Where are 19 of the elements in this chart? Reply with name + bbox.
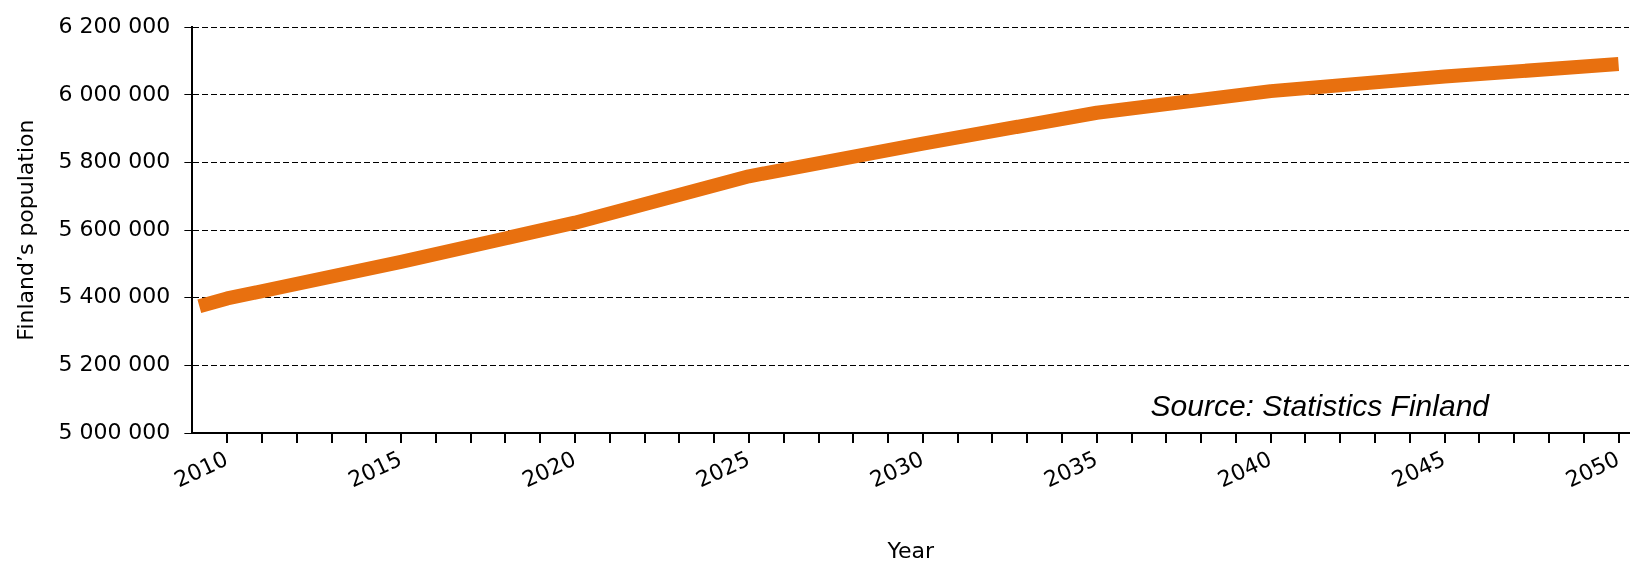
x-tick-label: 2045 bbox=[1387, 446, 1450, 493]
x-tick-label: 2050 bbox=[1561, 446, 1624, 493]
x-tick-label: 2030 bbox=[866, 446, 928, 493]
x-tick-label: 2040 bbox=[1213, 446, 1276, 493]
x-axis-title: Year bbox=[886, 537, 935, 563]
x-tick-label: 2020 bbox=[518, 446, 580, 493]
y-tick-label: 5 600 000 bbox=[58, 215, 171, 241]
x-tick-label: 2035 bbox=[1040, 446, 1102, 493]
y-axis-title: Finland’s population bbox=[12, 119, 38, 341]
annotation: Source: Statistics Finland bbox=[1150, 389, 1491, 423]
y-tick-label: 5 200 000 bbox=[58, 351, 171, 377]
y-tick-label: 5 000 000 bbox=[58, 418, 171, 444]
y-tick-label: 5 400 000 bbox=[58, 283, 171, 309]
x-tick-label: 2010 bbox=[170, 446, 232, 493]
y-tick-label: 6 000 000 bbox=[58, 80, 171, 106]
x-tick-label: 2015 bbox=[344, 446, 406, 493]
y-tick-label: 5 800 000 bbox=[58, 148, 171, 174]
y-tick-label: 6 200 000 bbox=[58, 12, 171, 38]
x-tick-label: 2025 bbox=[692, 446, 754, 493]
